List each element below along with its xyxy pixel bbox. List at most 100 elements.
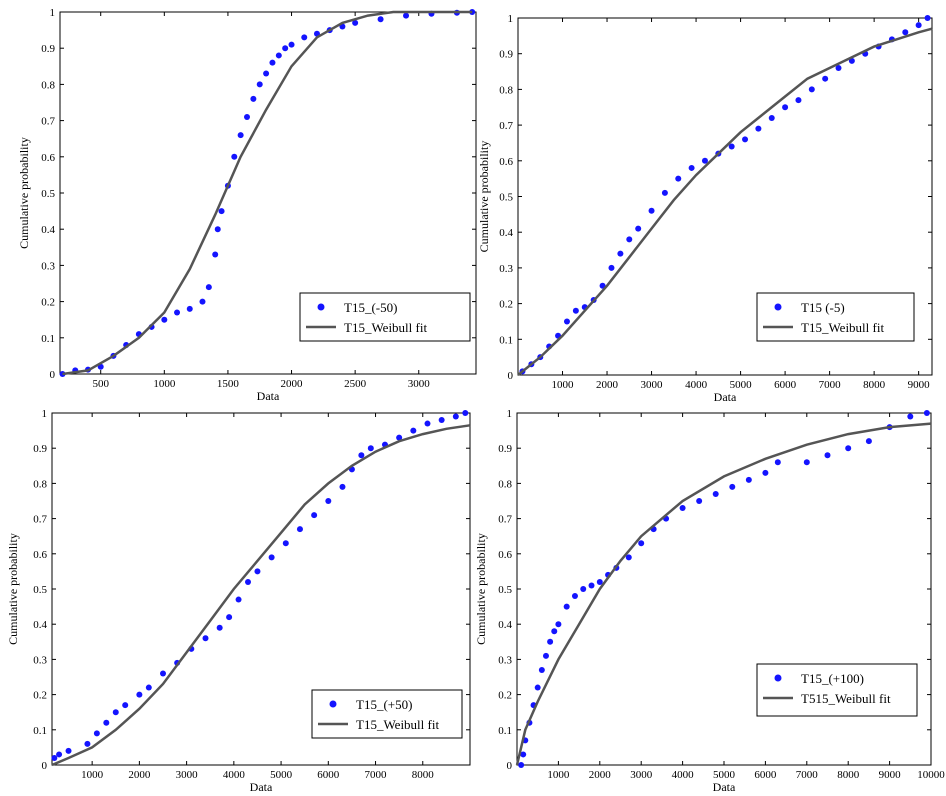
- x-tick-label: 8000: [837, 769, 860, 781]
- y-tick-label: 0: [50, 369, 56, 381]
- y-tick-label: 0.4: [499, 227, 513, 239]
- chart-panel-bottom-left: 1000 2000 3000 4000 5000 6000 7000 8000 0 0.1 0.2 0…: [6, 408, 471, 794]
- x-tick-label: 500: [92, 378, 109, 390]
- legend-label: T15_(-50): [344, 300, 397, 315]
- data-point: [755, 125, 762, 132]
- data-point: [231, 153, 238, 160]
- data-point: [235, 596, 242, 603]
- data-point: [424, 420, 431, 427]
- legend-label: T15 (-5): [801, 300, 845, 315]
- data-point: [768, 114, 775, 121]
- x-axis-label: Data: [713, 780, 736, 794]
- data-point: [339, 483, 346, 490]
- data-point: [865, 438, 872, 445]
- data-point: [186, 305, 193, 312]
- data-point: [202, 635, 209, 642]
- data-point: [625, 554, 632, 561]
- data-point: [762, 469, 769, 476]
- legend-box: [311, 689, 463, 739]
- x-tick-label: 2500: [344, 378, 367, 390]
- data-point: [547, 638, 554, 645]
- data-point: [214, 226, 221, 233]
- weibull-fit-line: [515, 422, 932, 766]
- y-tick-label: 0.8: [41, 79, 55, 91]
- y-tick-label: 0: [42, 760, 48, 772]
- legend-label: T515_Weibull fit: [801, 691, 891, 706]
- legend-label: T15_Weibull fit: [344, 320, 427, 335]
- data-point: [282, 540, 289, 547]
- legend-marker-swatch: [774, 303, 782, 311]
- y-axis-label: Cumulative probability: [477, 141, 491, 253]
- y-tick-label: 0.9: [33, 443, 47, 455]
- x-tick-label: 1000: [153, 378, 176, 390]
- y-tick-label: 1: [50, 7, 56, 19]
- x-tick-label: 7000: [819, 379, 842, 391]
- data-point: [254, 568, 261, 575]
- data-point: [218, 208, 225, 215]
- legend-box: [756, 663, 918, 717]
- legend: T15_(+100) T515_Weibull fit: [756, 663, 918, 717]
- data-point: [216, 624, 223, 631]
- data-point: [159, 670, 166, 677]
- legend: T15_(+50) T15_Weibull fit: [311, 689, 463, 739]
- data-point: [745, 476, 752, 483]
- data-point: [269, 59, 276, 66]
- data-point: [65, 747, 72, 754]
- y-tick-label: 0.2: [498, 690, 512, 702]
- data-point: [551, 628, 558, 635]
- data-point: [588, 582, 595, 589]
- data-point: [924, 15, 931, 21]
- y-tick-label: 1: [507, 408, 513, 420]
- x-tick-label: 10000: [917, 769, 945, 781]
- y-tick-label: 0.2: [33, 690, 47, 702]
- y-tick-label: 0.7: [33, 514, 47, 526]
- data-point: [608, 264, 615, 271]
- y-tick-label: 0.8: [33, 478, 47, 490]
- data-point: [174, 309, 181, 316]
- y-tick-label: 0.3: [499, 263, 513, 275]
- y-tick-label: 0.5: [33, 584, 47, 596]
- data-point: [136, 691, 143, 698]
- weibull-fit-line: [62, 10, 473, 376]
- x-tick-label: 7000: [365, 769, 388, 781]
- data-point: [256, 81, 263, 88]
- data-point: [161, 316, 168, 323]
- chart-panel-bottom-right: 1000 2000 3000 4000 5000 6000 7000 8000 9000 1000…: [474, 408, 945, 794]
- data-point: [563, 318, 570, 325]
- x-tick-label: 3000: [630, 769, 653, 781]
- x-tick-label: 2000: [281, 378, 304, 390]
- legend-marker-swatch: [329, 700, 337, 708]
- x-tick-label: 1500: [217, 378, 240, 390]
- y-axis-label: Cumulative probability: [17, 137, 31, 249]
- legend-box: [299, 292, 471, 342]
- data-point: [352, 19, 359, 26]
- data-point: [661, 189, 668, 196]
- data-point: [84, 740, 91, 747]
- y-tick-label: 0.6: [499, 156, 513, 168]
- data-point: [824, 452, 831, 459]
- x-tick-label: 4000: [685, 379, 708, 391]
- data-point: [244, 113, 251, 120]
- data-point: [103, 719, 110, 726]
- data-point: [438, 417, 445, 424]
- y-tick-label: 0.5: [499, 192, 513, 204]
- x-tick-label: 5000: [730, 379, 753, 391]
- x-tick-label: 2000: [589, 769, 612, 781]
- x-axis-label: Data: [257, 389, 280, 403]
- data-point: [580, 586, 587, 592]
- y-tick-label: 0.3: [33, 654, 47, 666]
- y-tick-label: 0.6: [33, 549, 47, 561]
- y-tick-label: 1: [42, 408, 48, 420]
- legend: T15 (-5) T15_Weibull fit: [756, 292, 915, 342]
- data-point: [712, 490, 719, 497]
- y-tick-label: 0.5: [41, 188, 55, 200]
- y-tick-label: 0.4: [498, 619, 512, 631]
- data-point: [835, 64, 842, 71]
- x-tick-label: 8000: [863, 379, 886, 391]
- data-point: [452, 413, 459, 420]
- x-tick-label: 6000: [317, 769, 340, 781]
- data-point: [555, 621, 562, 628]
- data-point: [403, 12, 410, 19]
- y-tick-label: 0.2: [41, 297, 55, 309]
- data-point: [250, 95, 257, 102]
